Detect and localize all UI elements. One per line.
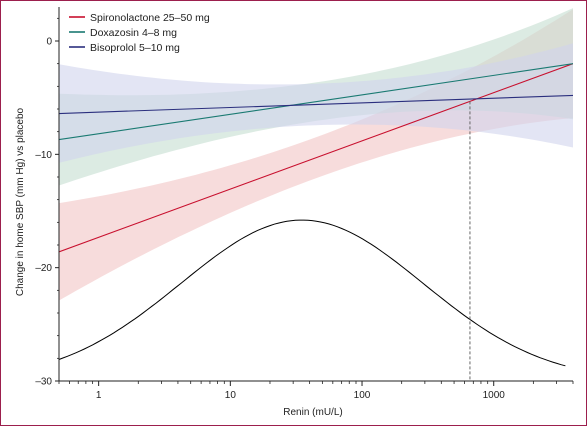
y-tick-label: –10 — [35, 150, 52, 161]
ci-band-2 — [59, 43, 573, 163]
y-tick-label: –20 — [35, 263, 52, 274]
legend-label-2: Bisoprolol 5–10 mg — [90, 42, 180, 54]
x-tick-label: 10 — [225, 390, 237, 401]
legend: Spironolactone 25–50 mg Doxazosin 4–8 mg B… — [69, 12, 210, 54]
distribution-curve-line — [58, 219, 566, 367]
series-line-0 — [59, 63, 573, 253]
distribution-curve — [58, 219, 566, 367]
y-tick-label: 0 — [46, 37, 52, 48]
y-axis-title: Change in home SBP (mm Hg) vs placebo — [15, 107, 26, 296]
y-tick-label: –30 — [35, 377, 52, 388]
x-tick-label: 1 — [96, 390, 102, 401]
series-lines — [59, 63, 573, 253]
legend-label-1: Doxazosin 4–8 mg — [90, 27, 177, 39]
legend-label-0: Spironolactone 25–50 mg — [90, 12, 210, 24]
x-tick-label: 100 — [354, 390, 371, 401]
axes: 0 –10 –20 –30 1 10 100 1000 — [35, 7, 574, 401]
x-tick-label: 1000 — [483, 390, 506, 401]
series-line-2 — [59, 94, 573, 115]
series-line-1 — [59, 63, 573, 141]
x-axis-title: Renin (mU/L) — [283, 407, 342, 418]
